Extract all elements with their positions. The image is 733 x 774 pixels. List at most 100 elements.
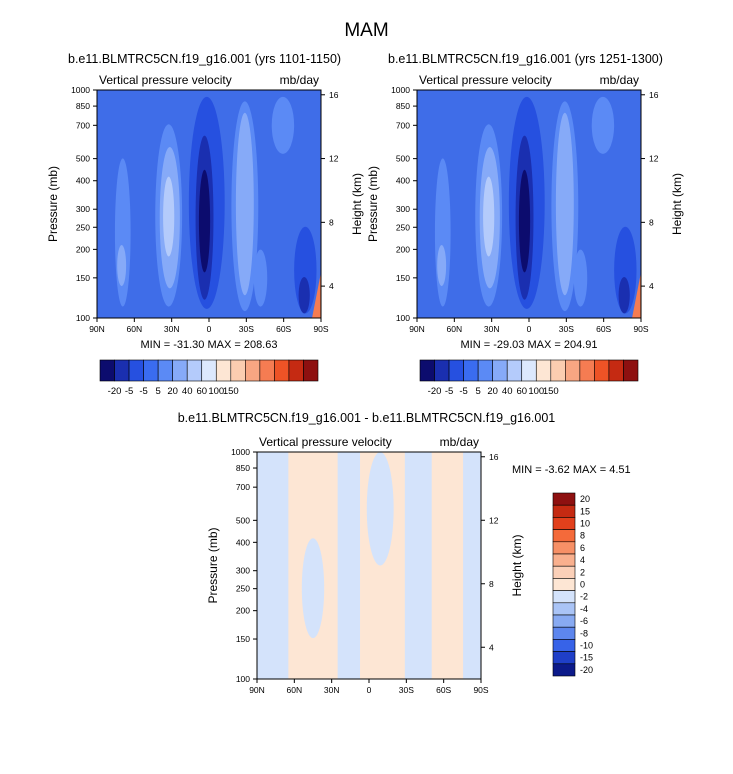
- x-tick-label: 90N: [89, 324, 105, 334]
- y-tick-label: 300: [236, 566, 250, 576]
- units-label: mb/day: [280, 73, 319, 87]
- y-right-tick-label: 12: [329, 154, 339, 164]
- colorbar-label: -5: [125, 386, 133, 397]
- panel2-title: b.e11.BLMTRC5CN.f19_g16.001 (yrs 1251-13…: [388, 52, 663, 66]
- colorbar-label: 10: [580, 519, 590, 529]
- y-tick-label: 700: [76, 120, 90, 130]
- y-tick-label: 250: [236, 584, 250, 594]
- colorbar-box: [535, 359, 552, 382]
- field-region: [632, 272, 641, 318]
- y-tick-label: 400: [396, 176, 410, 186]
- colorbar-label: -20: [580, 665, 593, 675]
- figure-title: MAM: [344, 20, 389, 41]
- field-region: [573, 249, 588, 307]
- colorbar-box: [245, 359, 261, 382]
- panel1-stats: MIN = -31.30 MAX = 208.63: [141, 339, 278, 351]
- y-right-tick-label: 8: [489, 579, 494, 589]
- colorbar-box: [477, 359, 493, 382]
- left-label: Vertical pressure velocity: [99, 73, 232, 87]
- colorbar-label: 15: [580, 506, 590, 516]
- x-tick-label: 30N: [164, 324, 180, 334]
- y-right-tick-label: 8: [649, 217, 654, 227]
- colorbar-label: 100: [208, 386, 224, 397]
- y-tick-label: 1000: [71, 85, 90, 95]
- field-region: [337, 452, 361, 679]
- y-tick-label: 250: [76, 222, 90, 232]
- colorbar-box: [594, 359, 610, 382]
- y-tick-label: 1000: [391, 85, 410, 95]
- colorbar-box: [434, 359, 450, 382]
- colorbar-box: [186, 359, 203, 382]
- y-tick-label: 850: [236, 463, 250, 473]
- x-tick-label: 30S: [399, 685, 414, 695]
- field-region: [591, 96, 615, 154]
- colorbar-box: [579, 359, 595, 382]
- y-tick-label: 100: [396, 313, 410, 323]
- x-tick-label: 30S: [239, 324, 254, 334]
- colorbar-label: 100: [528, 386, 544, 397]
- field-region: [235, 112, 254, 296]
- field-region: [198, 169, 211, 273]
- colorbar-box: [552, 651, 576, 665]
- field-region: [463, 452, 481, 679]
- x-tick-label: 60N: [447, 324, 463, 334]
- left-label: Vertical pressure velocity: [419, 73, 552, 87]
- field-region: [366, 452, 394, 566]
- colorbar-label: -20: [428, 386, 442, 397]
- colorbar-box: [259, 359, 275, 382]
- field-region: [257, 452, 289, 679]
- axes-2: Vertical pressure velocity mb/day 100 150 20…: [366, 73, 684, 334]
- colorbar-label: -5: [139, 386, 147, 397]
- field-region: [117, 245, 127, 287]
- panel3-stats: MIN = -3.62 MAX = 4.51: [512, 464, 631, 476]
- colorbar-box: [552, 626, 576, 640]
- y-tick-label: 850: [76, 101, 90, 111]
- colorbar-box: [552, 602, 576, 616]
- colorbar-box: [608, 359, 624, 382]
- y-tick-label: 700: [236, 482, 250, 492]
- y-tick-label: 400: [76, 176, 90, 186]
- panel1-title: b.e11.BLMTRC5CN.f19_g16.001 (yrs 1101-11…: [68, 52, 342, 66]
- y-tick-label: 400: [236, 537, 250, 547]
- plot-field-3: [256, 451, 482, 680]
- colorbar-label: 60: [196, 386, 207, 397]
- colorbar-box: [157, 359, 173, 382]
- colorbar-box: [463, 359, 479, 382]
- y-tick-label: 150: [76, 273, 90, 283]
- colorbar-box: [552, 614, 576, 628]
- y-right-tick-label: 16: [649, 90, 659, 100]
- y-tick-label: 100: [76, 313, 90, 323]
- colorbar-label: 20: [487, 386, 498, 397]
- x-tick-label: 90S: [473, 685, 488, 695]
- colorbar-box: [552, 529, 576, 543]
- field-region: [298, 276, 310, 314]
- y-right-tick-label: 4: [649, 281, 654, 291]
- field-region: [312, 272, 321, 318]
- x-tick-label: 90N: [409, 324, 425, 334]
- colorbar-label: 5: [155, 386, 160, 397]
- y-right-axis-title: Height (km): [510, 534, 524, 596]
- x-tick-label: 60S: [596, 324, 611, 334]
- plot-field-1: [96, 89, 322, 319]
- x-tick-label: 0: [367, 685, 372, 695]
- x-tick-label: 30N: [484, 324, 500, 334]
- units-label: mb/day: [440, 435, 479, 449]
- colorbar-label: 150: [223, 386, 239, 397]
- y-right-tick-label: 4: [489, 642, 494, 652]
- x-tick-label: 30N: [324, 685, 340, 695]
- colorbar-label: -4: [580, 604, 588, 614]
- y-tick-label: 150: [396, 273, 410, 283]
- colorbar-box: [552, 663, 576, 677]
- y-tick-label: 200: [236, 606, 250, 616]
- x-tick-label: 60N: [287, 685, 303, 695]
- x-tick-label: 90S: [313, 324, 328, 334]
- x-tick-label: 60N: [127, 324, 143, 334]
- colorbar-label: 4: [580, 555, 585, 565]
- colorbar-box: [288, 359, 304, 382]
- y-tick-label: 250: [396, 222, 410, 232]
- colorbar-label: -5: [459, 386, 467, 397]
- field-region: [271, 96, 295, 154]
- y-tick-label: 300: [76, 204, 90, 214]
